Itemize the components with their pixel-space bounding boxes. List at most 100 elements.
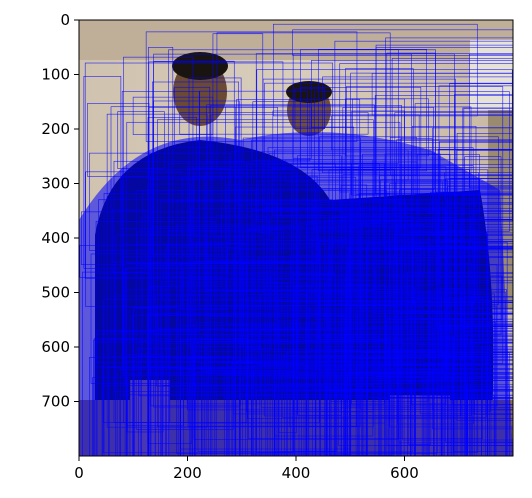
detection-box: [294, 285, 386, 456]
detection-box: [355, 194, 513, 340]
detection-box: [138, 341, 369, 397]
detection-box: [430, 256, 513, 388]
detection-box: [193, 175, 318, 262]
detection-box: [437, 148, 513, 284]
detection-box: [210, 114, 420, 318]
detection-box: [272, 377, 302, 456]
y-tick-label: 100: [41, 66, 70, 84]
detection-box: [456, 324, 513, 456]
detection-box: [147, 286, 415, 456]
detection-box: [179, 112, 369, 135]
detection-box: [235, 306, 310, 456]
detection-box: [186, 290, 342, 411]
detection-box: [150, 226, 300, 456]
detection-box: [234, 363, 305, 456]
detection-box: [92, 377, 128, 456]
detection-box: [89, 152, 231, 251]
detection-box: [129, 307, 151, 456]
detection-box: [126, 354, 164, 433]
detection-box: [124, 268, 376, 456]
detection-box: [189, 168, 230, 244]
detection-box: [260, 364, 513, 408]
detection-box: [334, 40, 513, 168]
detection-box: [375, 47, 513, 314]
detection-box: [350, 307, 411, 456]
detection-box: [366, 349, 513, 456]
detection-box: [443, 355, 513, 378]
detection-box: [461, 293, 495, 456]
detection-box: [179, 388, 443, 456]
detection-box: [132, 314, 346, 456]
detection-box: [351, 333, 513, 358]
detection-box: [195, 242, 247, 456]
detection-box: [328, 389, 393, 456]
detection-box: [291, 301, 328, 456]
detection-box: [278, 310, 436, 384]
detection-box: [463, 108, 513, 343]
detection-box: [288, 369, 358, 427]
detection-box: [140, 217, 346, 456]
detection-box: [157, 119, 374, 428]
detection-box: [459, 219, 513, 323]
detection-box: [108, 367, 185, 456]
detection-box: [396, 224, 513, 456]
detection-box: [441, 336, 513, 456]
detection-box: [236, 99, 361, 205]
detection-box: [108, 338, 241, 456]
detection-box: [284, 159, 513, 183]
x-tick-label: 600: [390, 464, 419, 482]
detection-box: [247, 229, 284, 264]
x-tick-label: 0: [74, 464, 84, 482]
detection-box: [432, 127, 513, 430]
detection-box: [452, 341, 513, 456]
detection-box: [347, 247, 513, 375]
detection-box: [425, 378, 513, 456]
y-tick-label: 0: [60, 11, 70, 29]
detection-box: [414, 103, 513, 195]
detection-box: [375, 339, 513, 377]
x-tick-label: 400: [282, 464, 311, 482]
detection-box: [465, 325, 513, 456]
detection-box: [384, 380, 513, 456]
detection-box: [251, 202, 278, 456]
detection-box: [339, 63, 513, 193]
detection-box: [330, 242, 429, 402]
detection-box: [93, 338, 142, 456]
detection-box: [449, 177, 513, 248]
detection-box: [439, 240, 513, 266]
detection-box: [196, 322, 441, 359]
detection-box: [326, 280, 513, 456]
detection-box: [336, 331, 507, 456]
detection-box: [187, 279, 361, 427]
detection-box: [112, 209, 146, 273]
detection-box: [406, 203, 430, 382]
detection-box: [85, 171, 183, 307]
detection-box: [242, 137, 361, 350]
detection-box: [272, 110, 405, 216]
detection-box: [374, 95, 513, 194]
detection-box: [90, 253, 209, 384]
detection-box: [438, 325, 513, 396]
y-tick-label: 300: [41, 175, 70, 193]
detection-box: [346, 264, 498, 407]
detection-box: [122, 256, 395, 376]
detection-box: [123, 56, 194, 370]
detection-box: [322, 76, 513, 174]
detection-box: [428, 233, 488, 456]
detection-boxes: [79, 23, 513, 456]
detection-box: [447, 186, 513, 456]
detection-box: [197, 338, 250, 369]
detection-box: [383, 202, 513, 247]
detection-box: [225, 106, 472, 241]
detection-box: [148, 313, 332, 456]
detection-box: [355, 358, 400, 456]
detection-box: [197, 371, 337, 452]
detection-box: [461, 198, 513, 324]
detection-box: [319, 202, 513, 456]
detection-box: [369, 199, 413, 221]
detection-box: [471, 300, 513, 361]
detection-box: [152, 81, 239, 256]
detection-box: [333, 351, 513, 456]
detection-box: [467, 242, 513, 332]
detection-box: [330, 391, 416, 456]
